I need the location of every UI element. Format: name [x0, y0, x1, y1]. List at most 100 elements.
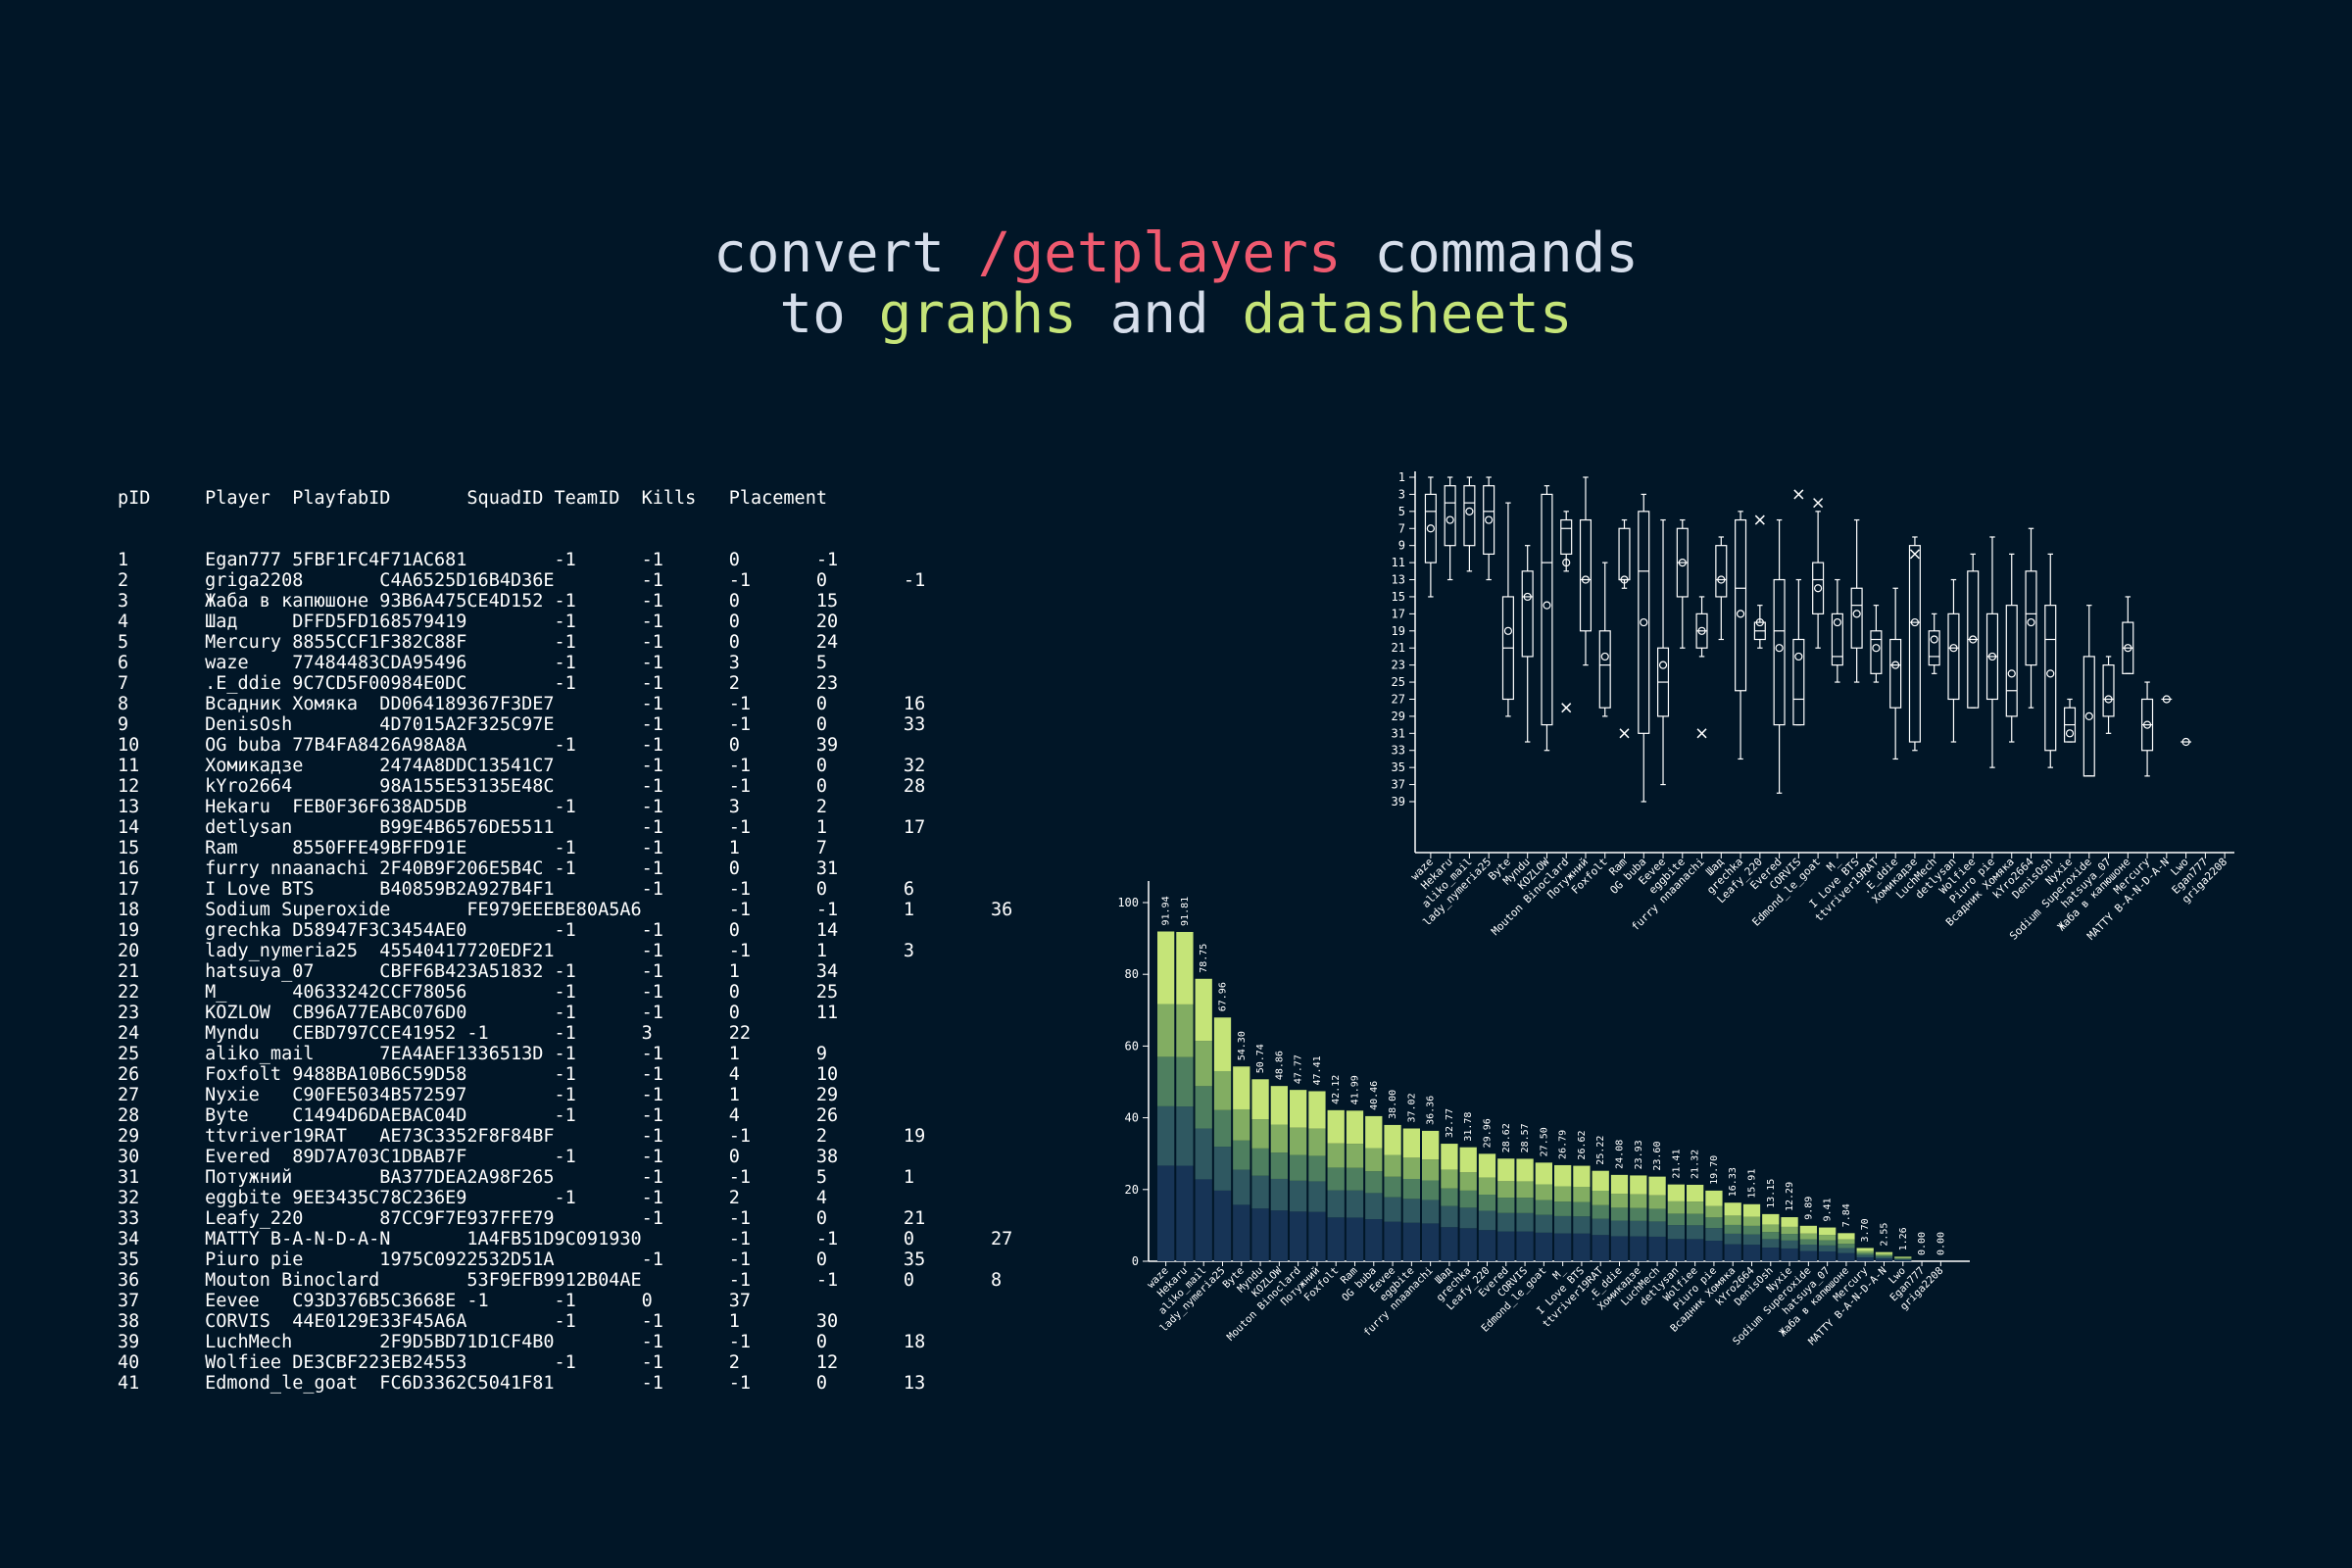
bar-segment [1610, 1236, 1629, 1261]
boxplot-outlier [1561, 703, 1572, 713]
bar-segment [1270, 1152, 1288, 1179]
bar-segment [1346, 1217, 1364, 1261]
boxplot-mean-marker [1755, 617, 1764, 627]
bar-value-label: 0.00 [1917, 1232, 1928, 1255]
boxplot-mean-marker [2084, 711, 2093, 720]
bar-segment [1630, 1175, 1647, 1195]
bar-segment [1799, 1239, 1817, 1245]
headline-word-convert: convert [712, 221, 978, 285]
bar-segment [1459, 1190, 1477, 1208]
bar-segment [1478, 1153, 1496, 1178]
bar-segment [1402, 1222, 1420, 1261]
headline-command: /getplayers [977, 221, 1342, 285]
bar-value-label: 25.22 [1595, 1136, 1606, 1165]
bar-segment [1781, 1240, 1798, 1249]
bar-segment [1251, 1148, 1269, 1176]
bar-segment [1799, 1250, 1817, 1261]
bar-segment [1781, 1217, 1798, 1227]
bar-segment [1875, 1255, 1893, 1257]
datasheet-row: 15 Ram 8550FFE49BFFD91E -1 -1 1 7 [118, 838, 827, 858]
bar-segment [1894, 1259, 1912, 1261]
datasheet-row: 30 Evered 89D7A703C1DBAB7F -1 -1 0 38 [118, 1147, 839, 1167]
boxplot-outlier [1619, 728, 1630, 739]
boxplot-outlier [1793, 489, 1804, 500]
bar-value-label: 27.50 [1539, 1127, 1549, 1156]
bar-segment [1648, 1208, 1666, 1222]
bar-value-label: 26.62 [1577, 1130, 1588, 1159]
bar-segment [1799, 1225, 1817, 1234]
bar-segment [1195, 1086, 1212, 1129]
bar-segment [1856, 1250, 1874, 1253]
bar-segment [1554, 1164, 1572, 1187]
boxplot-box [1947, 612, 1960, 701]
boxplot-mean-marker [1794, 652, 1803, 662]
headline-word-datasheets: datasheets [1242, 282, 1573, 346]
bar-segment [1327, 1109, 1345, 1144]
boxplot-mean-marker [1446, 515, 1454, 524]
boxplot-y-tick-label: 33 [1392, 744, 1405, 758]
bar-segment [1308, 1211, 1326, 1261]
boxplot-mean-marker [1910, 617, 1920, 627]
datasheet-row: 22 M_ 40633242CCF78056 -1 -1 0 25 [118, 982, 839, 1003]
boxplot-box [1560, 518, 1573, 555]
bar-value-label: 0.00 [1936, 1232, 1946, 1255]
bar-segment [1497, 1198, 1515, 1213]
boxplot-mean-marker [1640, 617, 1648, 627]
datasheet-row: 9 DenisOsh 4D7015A2F325C97E -1 -1 0 33 [118, 714, 926, 735]
bar-segment [1346, 1190, 1364, 1218]
bar-segment [1213, 1190, 1232, 1261]
boxplot-y-tick-label: 25 [1392, 675, 1405, 689]
bar-value-label: 9.89 [1803, 1197, 1814, 1220]
bar-segment [1762, 1239, 1780, 1249]
bar-segment [1478, 1230, 1496, 1261]
boxplot-mean-marker [1969, 635, 1978, 644]
bar-value-label: 36.36 [1426, 1096, 1437, 1125]
bar-segment [1630, 1220, 1647, 1237]
bar-segment [1667, 1239, 1685, 1261]
bar-segment [1516, 1198, 1534, 1213]
boxplot-outlier [1909, 549, 1920, 560]
bar-segment [1894, 1257, 1912, 1259]
datasheet-row: 32 eggbite 9EE3435C78C236E9 -1 -1 2 4 [118, 1188, 827, 1208]
bar-segment [1459, 1147, 1477, 1173]
boxplot-mean-marker [1949, 644, 1958, 653]
bar-value-label: 78.75 [1199, 944, 1209, 973]
boxplot-mean-marker [1600, 652, 1609, 662]
boxplot-mean-marker [2007, 669, 2016, 678]
bar-segment [1535, 1214, 1552, 1233]
bar-segment [1422, 1200, 1440, 1224]
bar-segment [1856, 1257, 1874, 1261]
bar-segment [1667, 1200, 1685, 1214]
boxplot-mean-marker [2124, 644, 2132, 653]
boxplot-y-tick-label: 23 [1392, 659, 1405, 672]
bar-segment [1894, 1258, 1912, 1259]
bar-segment [1290, 1211, 1307, 1261]
bar-segment [1781, 1248, 1798, 1261]
datasheet-row: 21 hatsuya_07 CBFF6B423A51832 -1 -1 1 34 [118, 961, 839, 982]
bar-segment [1875, 1251, 1893, 1254]
bar-segment [1459, 1172, 1477, 1191]
bar-value-label: 54.30 [1237, 1031, 1248, 1060]
boxplot-y-tick-label: 19 [1392, 624, 1405, 638]
datasheet-row: 19 grechka D58947F3C3454AE0 -1 -1 0 14 [118, 920, 839, 941]
boxplot-mean-marker [1872, 644, 1881, 653]
bar-segment [1327, 1167, 1345, 1191]
bar-value-label: 38.00 [1388, 1090, 1398, 1119]
bar-segment [1687, 1225, 1704, 1240]
boxplot-outlier [1696, 728, 1707, 739]
boxplot-box [1908, 545, 1921, 743]
bar-segment [1441, 1227, 1458, 1261]
bar-segment [1270, 1210, 1288, 1261]
datasheet-row: 33 Leafy_220 87CC9F7E937FFE79 -1 -1 0 21 [118, 1208, 926, 1229]
boxplot-mean-marker [1465, 507, 1474, 515]
bar-value-label: 67.96 [1218, 982, 1229, 1011]
boxplot-y-tick-label: 7 [1398, 521, 1405, 535]
bar-segment [1213, 1070, 1232, 1110]
bar-segment [1819, 1235, 1837, 1241]
boxplot-box [1444, 485, 1456, 547]
boxplot-box [1483, 485, 1495, 555]
bar-segment [1799, 1233, 1817, 1240]
bar-segment [1838, 1252, 1855, 1261]
bar-segment [1402, 1128, 1420, 1158]
bar-segment [1459, 1228, 1477, 1261]
